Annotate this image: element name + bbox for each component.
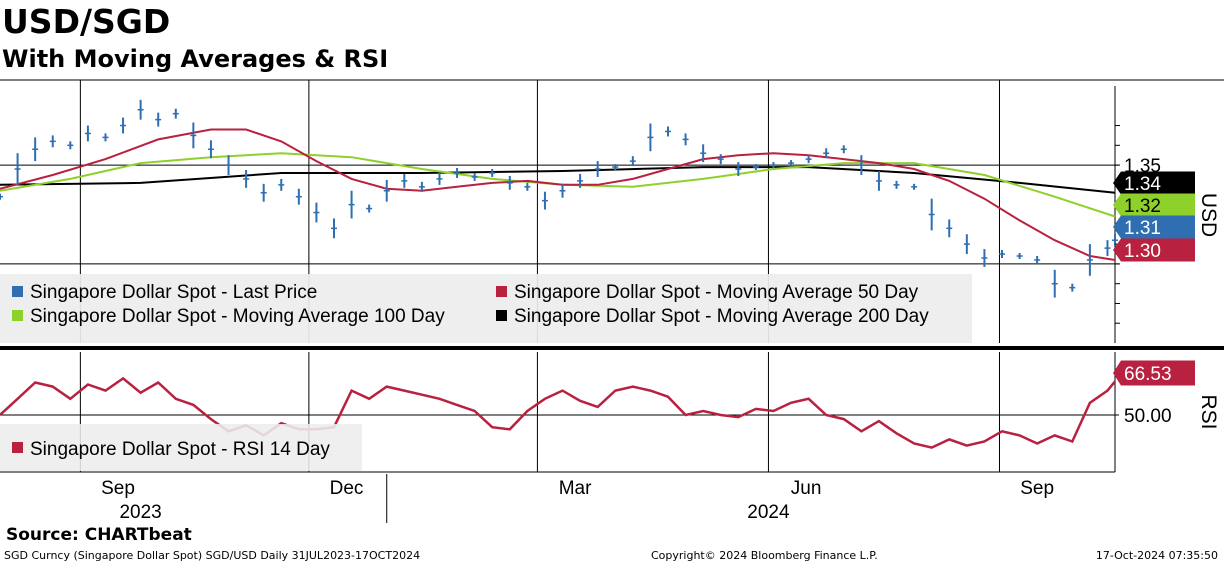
legend-swatch-0 <box>12 286 23 297</box>
rsi-legend-label: Singapore Dollar Spot - RSI 14 Day <box>30 439 330 460</box>
last-tag-rsi: 66.53 <box>1113 360 1195 386</box>
last-tag-ma100-shape <box>1113 193 1195 217</box>
legend-label-1: Singapore Dollar Spot - Moving Average 5… <box>514 282 919 303</box>
legend-label-3: Singapore Dollar Spot - Moving Average 2… <box>514 306 929 327</box>
rsi-ytick-label-0: 50.00 <box>1124 406 1172 427</box>
timestamp: 17-Oct-2024 07:35:50 <box>1095 549 1218 562</box>
last-tag-price-text: 1.31 <box>1124 218 1161 239</box>
price-legend-box <box>0 274 972 343</box>
last-tag-ma200-text: 1.34 <box>1124 174 1161 195</box>
legend-swatch-3 <box>496 310 507 321</box>
x-tick-label-1: Dec <box>330 478 364 499</box>
last-tag-ma50-text: 1.30 <box>1124 241 1161 262</box>
price-series-layer <box>0 99 1118 298</box>
source-note: Source: CHARTbeat <box>6 525 192 545</box>
price-y-axis-title: USD <box>1197 193 1220 237</box>
chart-area: Singapore Dollar Spot - Last Price Singap… <box>0 79 1224 523</box>
legend-swatch-1 <box>496 286 507 297</box>
year-label-0: 2023 <box>119 502 161 523</box>
last-tag-rsi-shape <box>1113 360 1195 386</box>
copyright: Copyright© 2024 Bloomberg Finance L.P. <box>651 549 878 562</box>
panel-divider <box>0 346 1224 350</box>
x-tick-label-3: Jun <box>791 478 822 499</box>
rsi-line <box>0 376 1116 449</box>
legend-layer: Singapore Dollar Spot - Last Price Singap… <box>0 274 972 471</box>
year-label-1: 2024 <box>747 502 790 523</box>
last-tag-ma100: 1.32 <box>1113 193 1195 217</box>
chart-subtitle: With Moving Averages & RSI <box>2 45 389 73</box>
rsi-y-axis-title: RSI <box>1197 394 1220 429</box>
last-tag-ma50: 1.30 <box>1113 238 1195 262</box>
x-tick-label-0: Sep <box>101 478 135 499</box>
last-tag-rsi-text: 66.53 <box>1124 364 1172 385</box>
last-tag-price-shape <box>1113 215 1195 239</box>
last-tag-price: 1.31 <box>1113 215 1195 239</box>
rsi-series-layer <box>0 376 1116 449</box>
last-tag-ma50-shape <box>1113 238 1195 262</box>
series-line-1 <box>0 128 1116 261</box>
last-tag-ma100-text: 1.32 <box>1124 196 1161 217</box>
legend-swatch-2 <box>12 310 23 321</box>
legend-label-0: Singapore Dollar Spot - Last Price <box>30 282 317 303</box>
x-tick-label-4: Sep <box>1020 478 1054 499</box>
legend-label-2: Singapore Dollar Spot - Moving Average 1… <box>30 306 445 327</box>
chart-title: USD/SGD <box>2 2 171 41</box>
rsi-legend-box <box>0 424 362 471</box>
rsi-legend-swatch <box>12 442 23 453</box>
ticker-info: SGD Curncy (Singapore Dollar Spot) SGD/U… <box>4 549 421 562</box>
last-tag-ma200: 1.34 <box>1113 171 1195 195</box>
series-line-3 <box>0 166 1116 194</box>
x-tick-label-2: Mar <box>559 478 592 499</box>
last-tag-ma200-shape <box>1113 171 1195 195</box>
